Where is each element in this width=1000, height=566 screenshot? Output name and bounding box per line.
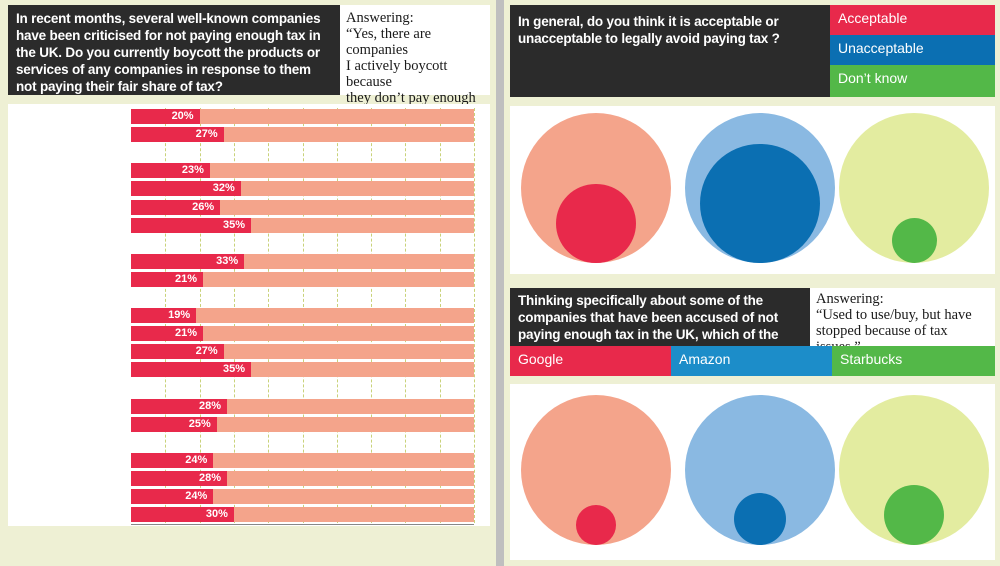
- bar-value-label: 19%: [168, 309, 191, 322]
- bar: [131, 271, 204, 287]
- bar: [131, 181, 241, 197]
- bar: [131, 199, 221, 215]
- legend-acceptable: Acceptable: [830, 5, 995, 35]
- bar-track: [131, 489, 474, 505]
- bar: [131, 507, 234, 523]
- bar-value-label: 28%: [199, 399, 222, 412]
- boycott-chart-panel: In recent months, several well-known com…: [0, 0, 496, 566]
- bar: [131, 489, 214, 505]
- legend-google: Google: [510, 346, 671, 376]
- value-circle: [556, 183, 636, 263]
- bar: [131, 362, 252, 378]
- boycott-question: In recent months, several well-known com…: [8, 5, 340, 95]
- companies-answering: Answering: “Used to use/buy, but have st…: [810, 288, 995, 355]
- bar-value-label: 24%: [185, 453, 208, 466]
- bar-value-label: 24%: [185, 490, 208, 503]
- grid-line: [474, 108, 475, 523]
- bar-value-label: 20%: [171, 110, 194, 122]
- boycott-answering-text: “Yes, there are companies I actively boy…: [346, 26, 476, 122]
- bar-track: [131, 163, 474, 179]
- bar-track: [131, 326, 474, 342]
- bar: [131, 127, 224, 143]
- bar: [131, 109, 200, 124]
- bar: [131, 452, 214, 468]
- bar: [131, 344, 224, 360]
- bar-track: [131, 452, 474, 468]
- acceptability-question: In general, do you think it is acceptabl…: [510, 5, 830, 97]
- bar: [131, 217, 252, 233]
- boycott-answering-label: Answering:: [346, 10, 414, 26]
- bar-value-label: 26%: [192, 200, 215, 213]
- bar-value-label: 27%: [195, 345, 218, 358]
- legend-starbucks: Starbucks: [832, 346, 995, 376]
- tax-avoidance-panel: In general, do you think it is acceptabl…: [504, 0, 1000, 566]
- value-circle: [891, 218, 937, 263]
- value-circle: [576, 505, 616, 545]
- bar-value-label: 35%: [223, 218, 246, 231]
- bar-track: [131, 109, 474, 124]
- bar-track: [131, 416, 474, 432]
- companies-answering-label: Answering:: [816, 291, 884, 307]
- bar-value-label: 21%: [174, 327, 198, 340]
- bar-value-label: 21%: [174, 272, 198, 285]
- bar-value-label: 33%: [216, 254, 239, 267]
- boycott-answering: Answering: “Yes, there are companies I a…: [340, 5, 490, 122]
- value-circle: [884, 485, 944, 545]
- bar: [131, 326, 204, 342]
- bar: [131, 163, 210, 179]
- bar: [131, 308, 197, 324]
- bar: [131, 416, 217, 432]
- bar-value-label: 32%: [212, 182, 235, 195]
- bar: [131, 471, 228, 486]
- value-circle: [734, 493, 786, 545]
- bar-value-label: 28%: [199, 472, 222, 484]
- bar-track: [131, 271, 474, 287]
- legend-dont-know: Don’t know: [830, 65, 995, 97]
- bar: [131, 253, 245, 269]
- legend-unacceptable: Unacceptable: [830, 35, 995, 65]
- bar-value-label: 25%: [188, 417, 211, 430]
- legend-amazon: Amazon: [671, 346, 832, 376]
- bar-value-label: 35%: [223, 363, 246, 376]
- value-circle: [700, 143, 820, 263]
- companies-answering-text: “Used to use/buy, but have stopped becau…: [816, 307, 972, 355]
- bar-track: [131, 308, 474, 324]
- companies-question: Thinking specifically about some of the …: [510, 288, 810, 359]
- bar-value-label: 30%: [205, 508, 228, 521]
- bar-value-label: 27%: [195, 128, 218, 141]
- bar-value-label: 23%: [181, 164, 204, 177]
- x-axis-line: [131, 524, 474, 525]
- bar: [131, 398, 228, 414]
